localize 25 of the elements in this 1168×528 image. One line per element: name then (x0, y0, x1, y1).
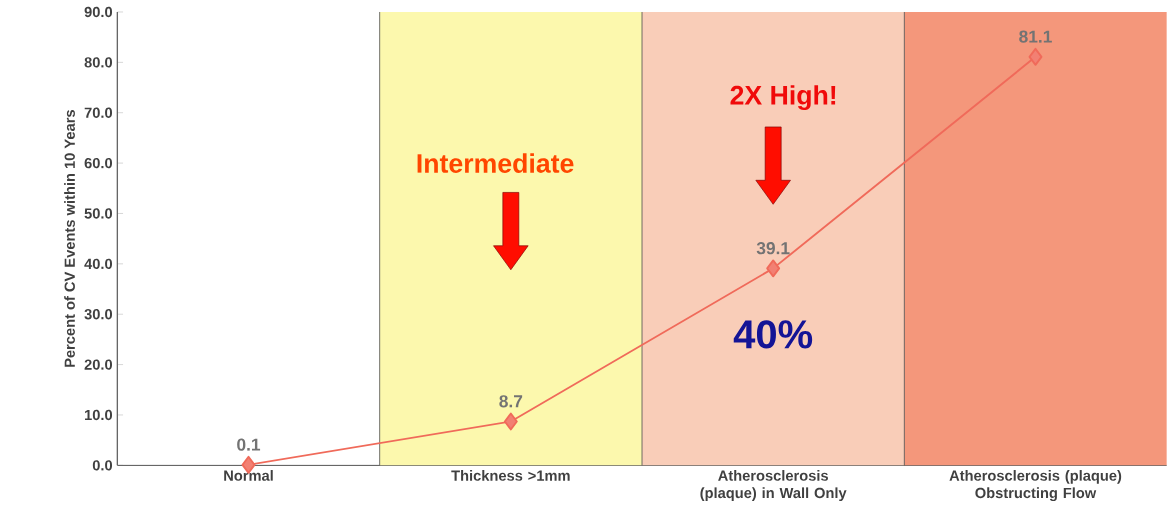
x-tick-label: Normal (224, 470, 273, 481)
data-label: 0.1 (237, 438, 261, 451)
y-tick-label: 80.0 (84, 57, 113, 68)
y-tick-label: 10.0 (85, 409, 113, 421)
point (766, 259, 781, 278)
point (503, 412, 518, 431)
data-label: 81.1 (1019, 30, 1052, 43)
y-tick-label: 50.0 (84, 208, 113, 219)
y-tick-label: 60.0 (84, 157, 113, 169)
y-tick-label: 70.0 (84, 107, 113, 118)
y-tick-label: 0.0 (92, 460, 113, 471)
x-tick-label: Thickness >1mm (451, 470, 570, 481)
data-label: 8.7 (499, 395, 523, 408)
y-tick-label: 40.0 (84, 258, 113, 270)
y-axis-title: Percent of CV Events within 10 Years (64, 110, 75, 367)
annotation: Intermediate (417, 153, 574, 173)
x-tick-label: Atherosclerosis (plaque) in Wall Only (700, 470, 847, 502)
y-tick-label: 90.0 (84, 6, 113, 18)
point (1028, 47, 1043, 66)
x-tick-label: Atherosclerosis (plaque) Obstructing Flow (949, 470, 1122, 502)
data-label: 39.1 (756, 242, 790, 255)
y-tick-label: 20.0 (84, 359, 113, 370)
y-tick-label: 30.0 (84, 309, 113, 320)
annotation: 2X High! (730, 85, 836, 111)
annotation: 40% (733, 320, 813, 349)
